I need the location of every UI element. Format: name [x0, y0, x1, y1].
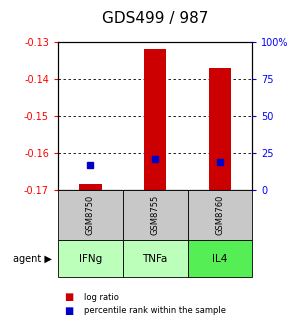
Text: agent ▶: agent ▶	[13, 254, 52, 264]
Text: IL4: IL4	[212, 254, 228, 264]
Text: ■: ■	[64, 292, 73, 302]
Text: GDS499 / 987: GDS499 / 987	[102, 11, 208, 26]
Text: GSM8760: GSM8760	[215, 195, 224, 235]
Text: ■: ■	[64, 306, 73, 316]
Text: GSM8750: GSM8750	[86, 195, 95, 235]
Text: GSM8755: GSM8755	[151, 195, 160, 235]
Text: percentile rank within the sample: percentile rank within the sample	[84, 306, 226, 315]
Text: log ratio: log ratio	[84, 293, 119, 302]
Bar	[79, 184, 102, 190]
Text: IFNg: IFNg	[79, 254, 102, 264]
Bar	[209, 68, 231, 190]
Bar	[144, 49, 166, 190]
Text: TNFa: TNFa	[142, 254, 168, 264]
